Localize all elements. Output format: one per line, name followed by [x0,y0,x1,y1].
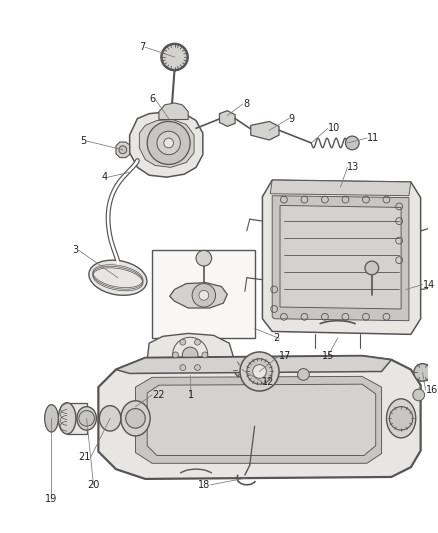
Circle shape [162,44,187,70]
Circle shape [79,410,95,426]
Polygon shape [135,376,381,463]
Text: 21: 21 [78,453,91,463]
Circle shape [247,359,272,384]
Circle shape [192,284,215,307]
Polygon shape [130,112,203,177]
Circle shape [173,352,178,358]
Circle shape [297,368,309,380]
Text: 6: 6 [149,94,155,104]
Ellipse shape [386,399,416,438]
Circle shape [413,389,424,401]
Text: 4: 4 [102,172,108,182]
Text: 11: 11 [367,133,379,143]
Ellipse shape [89,260,147,295]
Text: 5: 5 [81,136,87,146]
Text: 15: 15 [321,351,334,361]
Circle shape [126,409,145,428]
Circle shape [365,261,379,275]
Polygon shape [67,403,87,434]
Text: 7: 7 [139,42,145,52]
Circle shape [157,131,180,155]
Polygon shape [159,103,188,119]
Polygon shape [116,142,130,158]
Circle shape [164,138,173,148]
Circle shape [194,365,201,370]
Circle shape [119,146,127,154]
Circle shape [180,365,186,370]
Polygon shape [139,119,194,167]
Polygon shape [99,356,420,479]
Text: 12: 12 [262,377,275,387]
Circle shape [196,251,212,266]
Circle shape [234,362,250,377]
Circle shape [389,407,413,430]
Text: 19: 19 [46,495,58,504]
Text: 10: 10 [328,123,340,133]
Text: 20: 20 [87,480,100,490]
Circle shape [414,364,431,381]
Ellipse shape [99,406,121,431]
Circle shape [346,136,359,150]
Text: 18: 18 [198,480,211,490]
Circle shape [240,352,279,391]
Text: 1: 1 [188,390,194,400]
Ellipse shape [45,405,58,432]
Text: 22: 22 [152,390,165,400]
Polygon shape [251,122,279,140]
Polygon shape [116,356,391,374]
Polygon shape [147,384,376,456]
Ellipse shape [77,407,96,430]
Polygon shape [280,205,401,309]
Circle shape [253,365,266,378]
Circle shape [194,340,201,345]
Ellipse shape [121,401,150,436]
Polygon shape [262,180,420,334]
Polygon shape [270,180,411,196]
Circle shape [180,340,186,345]
Polygon shape [147,334,233,375]
Text: 8: 8 [243,99,249,109]
Circle shape [202,352,208,358]
Text: 13: 13 [347,163,360,172]
Text: 3: 3 [73,245,79,255]
Circle shape [199,290,209,300]
Polygon shape [272,196,409,321]
Circle shape [182,347,198,362]
Text: 14: 14 [423,280,435,289]
Polygon shape [170,282,227,308]
Text: 16: 16 [426,385,438,395]
Polygon shape [219,111,235,126]
Text: 2: 2 [273,333,279,343]
Text: 9: 9 [289,114,295,124]
Bar [152,251,254,338]
Circle shape [147,122,190,165]
Text: 17: 17 [279,351,291,361]
Ellipse shape [58,403,76,434]
